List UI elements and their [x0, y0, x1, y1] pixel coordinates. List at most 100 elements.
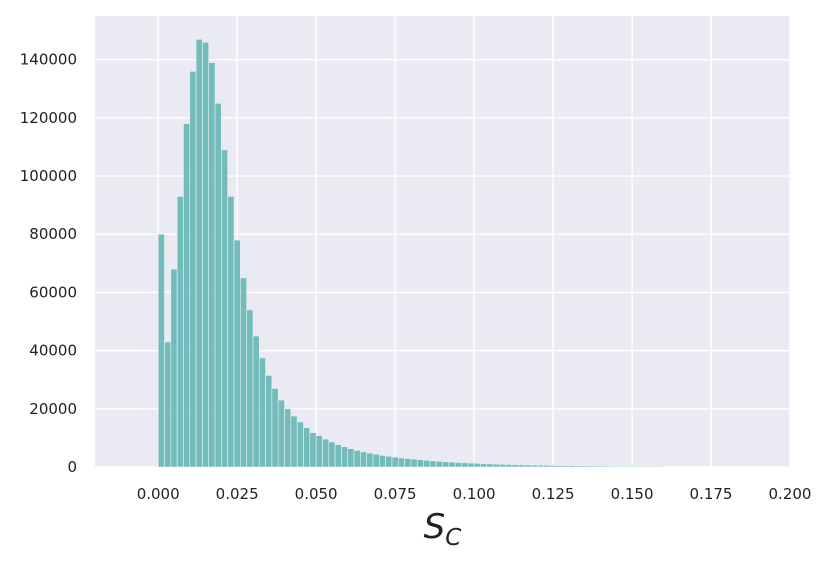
- x-axis-label-subscript: C: [445, 525, 461, 551]
- histogram-bar: [492, 463, 500, 468]
- histogram-bar: [524, 464, 532, 468]
- histogram-bar: [391, 456, 399, 468]
- histogram-bar: [334, 444, 342, 468]
- x-tick-label: 0.100: [453, 485, 496, 503]
- histogram-bar: [505, 464, 513, 468]
- histogram-bar: [593, 465, 601, 468]
- histogram-bar: [189, 70, 197, 468]
- y-tick-label: 120000: [20, 109, 77, 127]
- histogram-bar: [454, 462, 462, 468]
- histogram-bar: [397, 457, 405, 468]
- x-axis-label: SC: [424, 507, 462, 551]
- histogram-bar: [341, 446, 349, 468]
- histogram-bar: [221, 149, 228, 468]
- histogram-bar: [442, 461, 450, 468]
- x-tick-label: 0.125: [532, 485, 575, 503]
- histogram-bar: [638, 466, 645, 468]
- histogram-bar: [183, 123, 191, 468]
- histogram-bar: [581, 465, 589, 468]
- y-tick-label: 100000: [20, 167, 77, 185]
- histogram-bar: [423, 460, 431, 468]
- y-tick-label: 40000: [29, 342, 77, 360]
- x-tick-label: 0.050: [295, 485, 338, 503]
- histogram-bar: [555, 465, 563, 468]
- x-tick-label: 0.025: [216, 485, 259, 503]
- histogram-bar: [625, 465, 633, 468]
- histogram-bar: [208, 62, 216, 468]
- histogram-bar: [486, 463, 494, 468]
- histogram-bar: [518, 464, 525, 468]
- histogram-bar: [303, 427, 311, 468]
- histogram-bar: [176, 196, 184, 468]
- y-tick-label: 20000: [29, 400, 77, 418]
- histogram-bar: [271, 388, 279, 468]
- histogram-bar: [227, 196, 235, 468]
- histogram-bar: [353, 450, 361, 468]
- histogram-bar: [385, 455, 393, 468]
- histogram-bar: [612, 465, 620, 468]
- y-tick-label: 140000: [20, 51, 77, 69]
- histogram-bar: [543, 465, 551, 468]
- histogram-bars: [157, 38, 664, 468]
- histogram-bar: [448, 461, 456, 468]
- histogram-bar: [644, 466, 652, 468]
- x-axis-label-base: S: [424, 507, 446, 547]
- histogram-bar: [347, 448, 355, 468]
- y-tick-label: 60000: [29, 283, 77, 301]
- histogram-bar: [562, 465, 570, 468]
- x-tick-label: 0.000: [137, 485, 180, 503]
- histogram-bar: [606, 465, 614, 468]
- histogram-bar: [379, 455, 386, 468]
- histogram-bar: [252, 335, 260, 468]
- histogram-bar: [650, 466, 658, 468]
- histogram-bar: [619, 465, 627, 468]
- y-tick-label: 0: [67, 458, 77, 476]
- histogram-bar: [164, 341, 172, 468]
- histogram-bar: [277, 399, 285, 468]
- histogram-bar: [416, 459, 424, 468]
- histogram-bar: [233, 239, 241, 468]
- histogram-bar: [366, 452, 374, 468]
- histogram-bar: [536, 464, 544, 468]
- histogram-bar: [429, 460, 437, 468]
- y-tick-label: 80000: [29, 225, 77, 243]
- histogram-bar: [328, 441, 336, 468]
- histogram-bar: [258, 357, 266, 468]
- histogram-bar: [568, 465, 576, 468]
- histogram-bar: [499, 463, 506, 468]
- x-axis-ticks: 0.000 0.025 0.050 0.075 0.100 0.125 0.150 0.175…: [137, 485, 812, 503]
- histogram-bar: [410, 458, 418, 468]
- histogram-bar: [631, 466, 639, 468]
- histogram-bar: [157, 233, 165, 468]
- histogram-bar: [290, 415, 298, 468]
- histogram-bar: [202, 41, 210, 468]
- x-tick-label: 0.075: [374, 485, 417, 503]
- histogram-bar: [467, 462, 475, 468]
- histogram-bar: [404, 458, 412, 468]
- histogram-bar: [480, 463, 488, 468]
- histogram-bar: [246, 309, 254, 468]
- histogram-bar: [461, 462, 469, 468]
- histogram-bar: [296, 421, 304, 468]
- histogram-bar: [511, 464, 519, 468]
- histogram-bar: [587, 465, 595, 468]
- histogram-bar: [435, 461, 443, 468]
- histogram-bar: [214, 102, 222, 468]
- histogram-bar: [322, 438, 330, 468]
- y-axis-ticks: 0 20000 40000 60000 80000 100000 120000 140000: [20, 51, 77, 476]
- histogram-bar: [574, 465, 582, 468]
- histogram-bar: [549, 465, 557, 468]
- histogram-bar: [284, 408, 292, 468]
- histogram-bar: [170, 268, 178, 468]
- histogram-bar: [360, 451, 367, 468]
- histogram-bar: [473, 463, 481, 468]
- x-tick-label: 0.150: [611, 485, 654, 503]
- histogram-bar: [530, 464, 538, 468]
- histogram-bar: [315, 435, 323, 468]
- histogram-bar: [372, 453, 380, 468]
- histogram-bar: [265, 375, 273, 468]
- histogram-bar: [240, 277, 247, 468]
- histogram-bar: [657, 466, 664, 468]
- x-tick-label: 0.175: [690, 485, 733, 503]
